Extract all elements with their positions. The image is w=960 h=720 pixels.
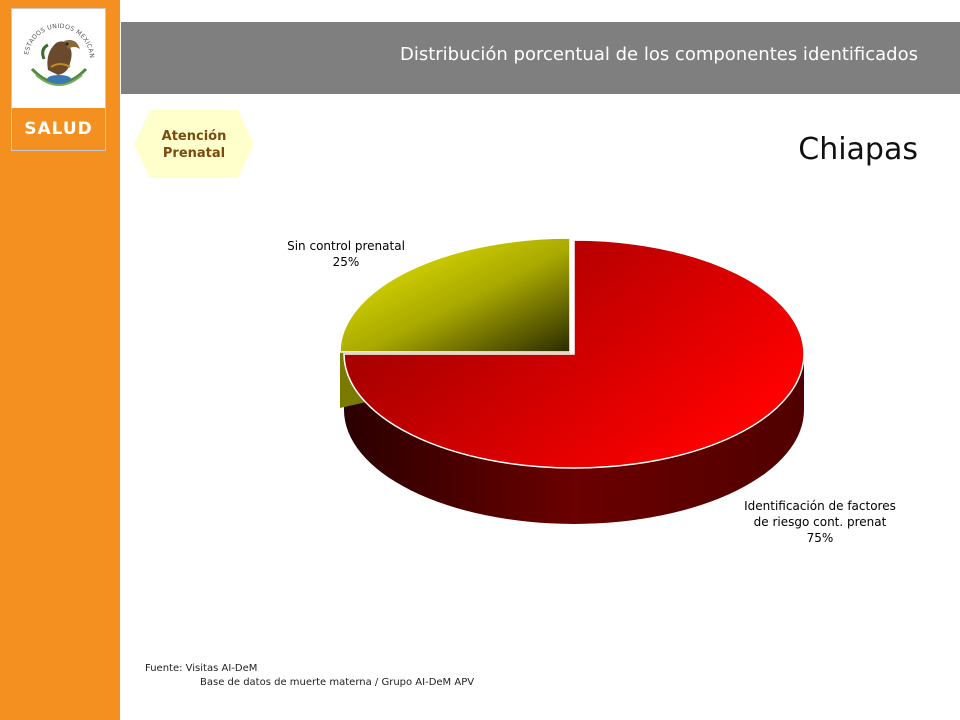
pie-label-1: Sin control prenatal 25% xyxy=(287,239,405,269)
section-label: Atención Prenatal xyxy=(144,128,244,162)
source-note: Fuente: Visitas AI-DeM Base de datos de … xyxy=(145,662,474,690)
page-title: Distribución porcentual de los component… xyxy=(399,44,918,65)
logo-band: SALUD xyxy=(12,107,105,150)
pie-label-0: Identificación de factores de riesgo cont… xyxy=(744,499,896,545)
pie-slices xyxy=(339,237,805,469)
title-bar: Distribución porcentual de los component… xyxy=(121,22,960,94)
coat-of-arms-icon: ESTADOS UNIDOS MEXICANOS xyxy=(18,15,95,86)
section-tag: Atención Prenatal xyxy=(134,110,254,178)
state-name: Chiapas xyxy=(798,132,918,167)
section-label-line2: Prenatal xyxy=(162,146,226,161)
source-line1: Fuente: Visitas AI-DeM xyxy=(145,663,258,674)
pie-category-label: Identificación de factores xyxy=(744,499,896,513)
pie-category-label: Sin control prenatal xyxy=(287,239,405,253)
logo-label: SALUD xyxy=(24,119,93,139)
section-label-line1: Atención xyxy=(161,129,227,144)
tag-shape xyxy=(134,110,254,178)
salud-logo: ESTADOS UNIDOS MEXICANOS SALUD xyxy=(11,8,106,151)
pie-slice-0 xyxy=(343,239,805,469)
pie-category-label: de riesgo cont. prenat xyxy=(754,515,887,529)
pie-chart: Identificación de factores de riesgo cont… xyxy=(287,237,896,545)
pie-labels: Identificación de factores de riesgo cont… xyxy=(287,239,896,545)
pie-slice-1 xyxy=(339,237,571,353)
pie-value-label: 75% xyxy=(807,531,834,545)
pie-value-label: 25% xyxy=(333,255,360,269)
source-line2: Base de datos de muerte materna / Grupo … xyxy=(200,677,475,688)
pie-side-0 xyxy=(344,354,804,524)
